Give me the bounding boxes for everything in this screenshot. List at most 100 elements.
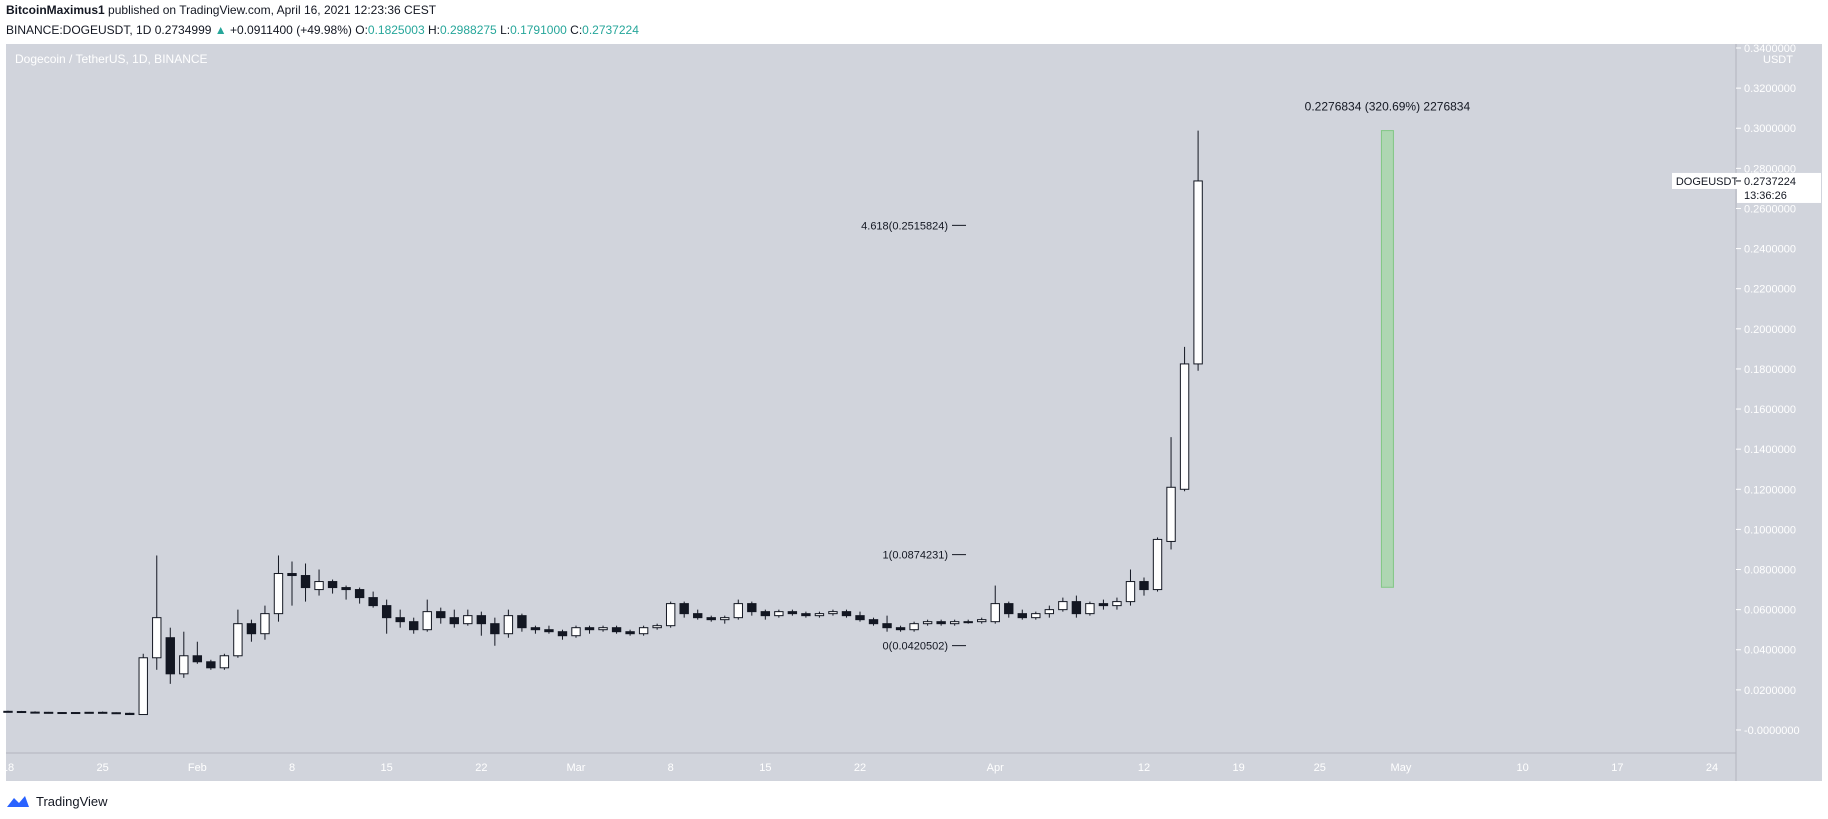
candle-body [436, 611, 446, 619]
candle [693, 609, 703, 620]
candle-body [693, 613, 703, 619]
footer-brand[interactable]: TradingView [36, 793, 108, 809]
candle [70, 712, 81, 715]
candle [97, 711, 108, 714]
candle [760, 609, 771, 620]
candle [1125, 569, 1136, 606]
y-tick-label: 0.1000000 [1744, 524, 1796, 536]
candle [219, 653, 230, 670]
candle-body [977, 619, 987, 623]
candle-body [787, 611, 798, 615]
fib-levels: 4.618(0.2515824) 1(0.0874231) 0(0.0420502) [861, 220, 966, 653]
x-tick-label: 18 [2, 762, 14, 774]
candle [1139, 577, 1149, 596]
candle [138, 653, 148, 716]
candle-body [1085, 603, 1095, 615]
y-tick-label: 0.3000000 [1744, 123, 1796, 135]
y-tick-label: 0.1400000 [1744, 444, 1796, 456]
fib-level-label: 4.618(0.2515824) [861, 220, 948, 232]
candle-body [1179, 363, 1190, 490]
candle [57, 712, 67, 715]
high-label: H: [427, 23, 440, 37]
candle-body [300, 575, 311, 589]
close-label: C: [570, 23, 583, 37]
candle-body [652, 625, 662, 629]
candle [233, 609, 243, 658]
candle-body [1031, 613, 1041, 619]
price-tag-box [1737, 172, 1821, 203]
candle [1193, 130, 1203, 371]
candle-body [733, 603, 743, 619]
low-value: 0.1791000 [510, 23, 567, 37]
candle [354, 587, 365, 604]
y-tick-label: 0.0800000 [1744, 565, 1796, 577]
x-tick-label: 24 [1706, 762, 1718, 774]
candle-body [503, 615, 514, 635]
candle-body [544, 629, 554, 633]
candle-body [1098, 603, 1109, 607]
high-value: 0.2988275 [439, 23, 497, 37]
x-tick-label: 25 [1314, 762, 1326, 774]
candle [1058, 597, 1068, 612]
symbol-ohlc-line: BINANCE:DOGEUSDT, 1D 0.2734999 ▲ +0.0911… [6, 20, 1822, 40]
candle [652, 623, 662, 630]
publication-line: BitcoinMaximus1 published on TradingView… [6, 0, 1822, 20]
candle [381, 599, 392, 634]
y-tick-label: 0.0600000 [1744, 605, 1796, 617]
candle [882, 615, 892, 632]
candle-body [747, 603, 757, 613]
candle-body [3, 710, 13, 713]
candle-body [84, 711, 94, 714]
candle [449, 609, 459, 628]
candle [3, 710, 13, 713]
candle-body [584, 627, 595, 631]
candle [490, 617, 500, 646]
measure-range-bar [1380, 130, 1394, 588]
candle-body [381, 605, 392, 619]
candle-body [882, 623, 892, 629]
candlestick-chart[interactable]: Dogecoin / TetherUS, 1D, BINANCE USDT 0.… [0, 44, 1828, 789]
candle-body [679, 603, 689, 615]
candle-body [760, 611, 771, 617]
candle-body [246, 623, 257, 635]
author-name[interactable]: BitcoinMaximus1 [6, 3, 105, 17]
candle [706, 615, 716, 622]
candle-body [111, 712, 121, 715]
y-tick-label: 0.2400000 [1744, 244, 1796, 256]
symbol-tag-text: DOGEUSDT [1676, 176, 1739, 188]
candle [260, 605, 270, 640]
candle-body [327, 581, 338, 589]
candle-body [909, 623, 919, 631]
up-arrow-icon: ▲ [214, 23, 227, 37]
candle [300, 563, 311, 602]
low-label: L: [500, 23, 511, 37]
candle [476, 611, 487, 636]
candle-body [557, 631, 568, 637]
candle [801, 611, 811, 618]
candle-body [422, 611, 432, 631]
price-label: DOGEUSDT 0.2737224 13:36:26 [1672, 172, 1821, 203]
measure-label: 0.2276834 (320.69%) 2276834 [1305, 100, 1471, 114]
candle-body [611, 627, 622, 633]
candle [990, 585, 1000, 624]
x-tick-label: 17 [1611, 762, 1623, 774]
candle-body [868, 619, 879, 625]
tradingview-logo-icon [7, 796, 29, 807]
candle [720, 615, 730, 624]
x-tick-label: 22 [475, 762, 487, 774]
candle-body [841, 611, 852, 617]
x-axis-ticks: 18 25 Feb 8 15 22 Mar 8 15 22 Apr 12 19 25 May 10 17 24 [2, 762, 1718, 774]
candle [544, 625, 554, 634]
y-tick-label: -0.0000000 [1744, 725, 1800, 737]
y-tick-label: 0.0200000 [1744, 685, 1796, 697]
candle-body [720, 617, 730, 621]
candle [1112, 597, 1122, 610]
candle [638, 625, 649, 636]
candle-body [1139, 581, 1149, 591]
candle [1085, 601, 1095, 616]
candle [16, 710, 27, 714]
candle-body [990, 603, 1000, 623]
candle [246, 619, 257, 642]
candle [125, 712, 135, 716]
candle-body [895, 627, 906, 631]
